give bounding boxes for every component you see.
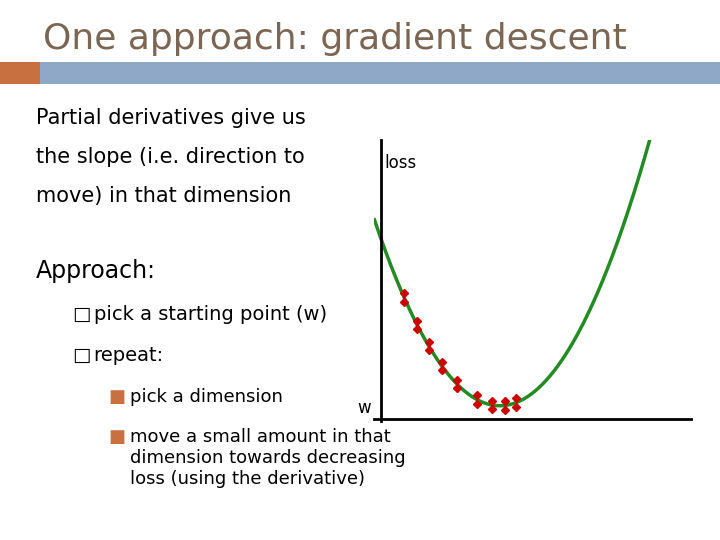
- Text: Approach:: Approach:: [36, 259, 156, 283]
- Text: ■: ■: [108, 428, 125, 446]
- Text: w: w: [357, 399, 371, 417]
- Text: repeat:: repeat:: [94, 346, 163, 365]
- Text: ■: ■: [108, 388, 125, 406]
- Text: Partial derivatives give us: Partial derivatives give us: [36, 108, 306, 128]
- Text: move) in that dimension: move) in that dimension: [36, 186, 292, 206]
- Text: move a small amount in that
dimension towards decreasing
loss (using the derivat: move a small amount in that dimension to…: [130, 428, 405, 488]
- Text: pick a starting point (w): pick a starting point (w): [94, 305, 327, 324]
- Text: the slope (i.e. direction to: the slope (i.e. direction to: [36, 147, 305, 167]
- Text: loss: loss: [384, 154, 417, 172]
- Text: □: □: [72, 346, 91, 365]
- Text: □: □: [72, 305, 91, 324]
- Text: One approach: gradient descent: One approach: gradient descent: [43, 22, 627, 56]
- Text: pick a dimension: pick a dimension: [130, 388, 282, 406]
